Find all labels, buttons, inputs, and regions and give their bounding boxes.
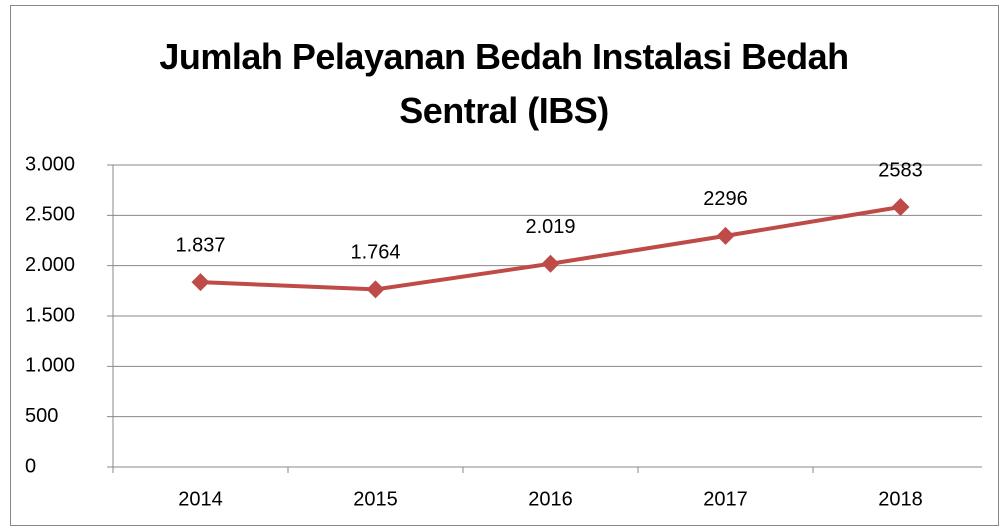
x-tick-label: 2018: [878, 488, 923, 510]
y-tick-label: 1.500: [25, 304, 75, 326]
y-tick-label: 1.000: [25, 355, 75, 377]
marker: [191, 273, 210, 292]
marker: [716, 226, 735, 245]
y-tick-label: 3.000: [25, 153, 75, 175]
data-label: 2583: [878, 159, 923, 181]
marker: [541, 254, 560, 273]
data-label: 1.837: [175, 234, 225, 256]
y-tick-label: 0: [25, 455, 36, 477]
y-tick-label: 2.000: [25, 254, 75, 276]
data-label: 1.764: [350, 242, 400, 264]
data-label: 2296: [703, 188, 748, 210]
marker: [366, 280, 385, 299]
chart-title: Jumlah Pelayanan Bedah Instalasi Bedah S…: [159, 36, 849, 131]
x-tick-label: 2016: [528, 488, 573, 510]
marker: [891, 197, 910, 216]
x-tick-label: 2014: [178, 488, 223, 510]
y-tick-label: 500: [25, 405, 58, 427]
x-tick-label: 2015: [353, 488, 398, 510]
y-tick-label: 2.500: [25, 204, 75, 226]
data-label: 2.019: [525, 216, 575, 238]
x-tick-label: 2017: [703, 488, 748, 510]
